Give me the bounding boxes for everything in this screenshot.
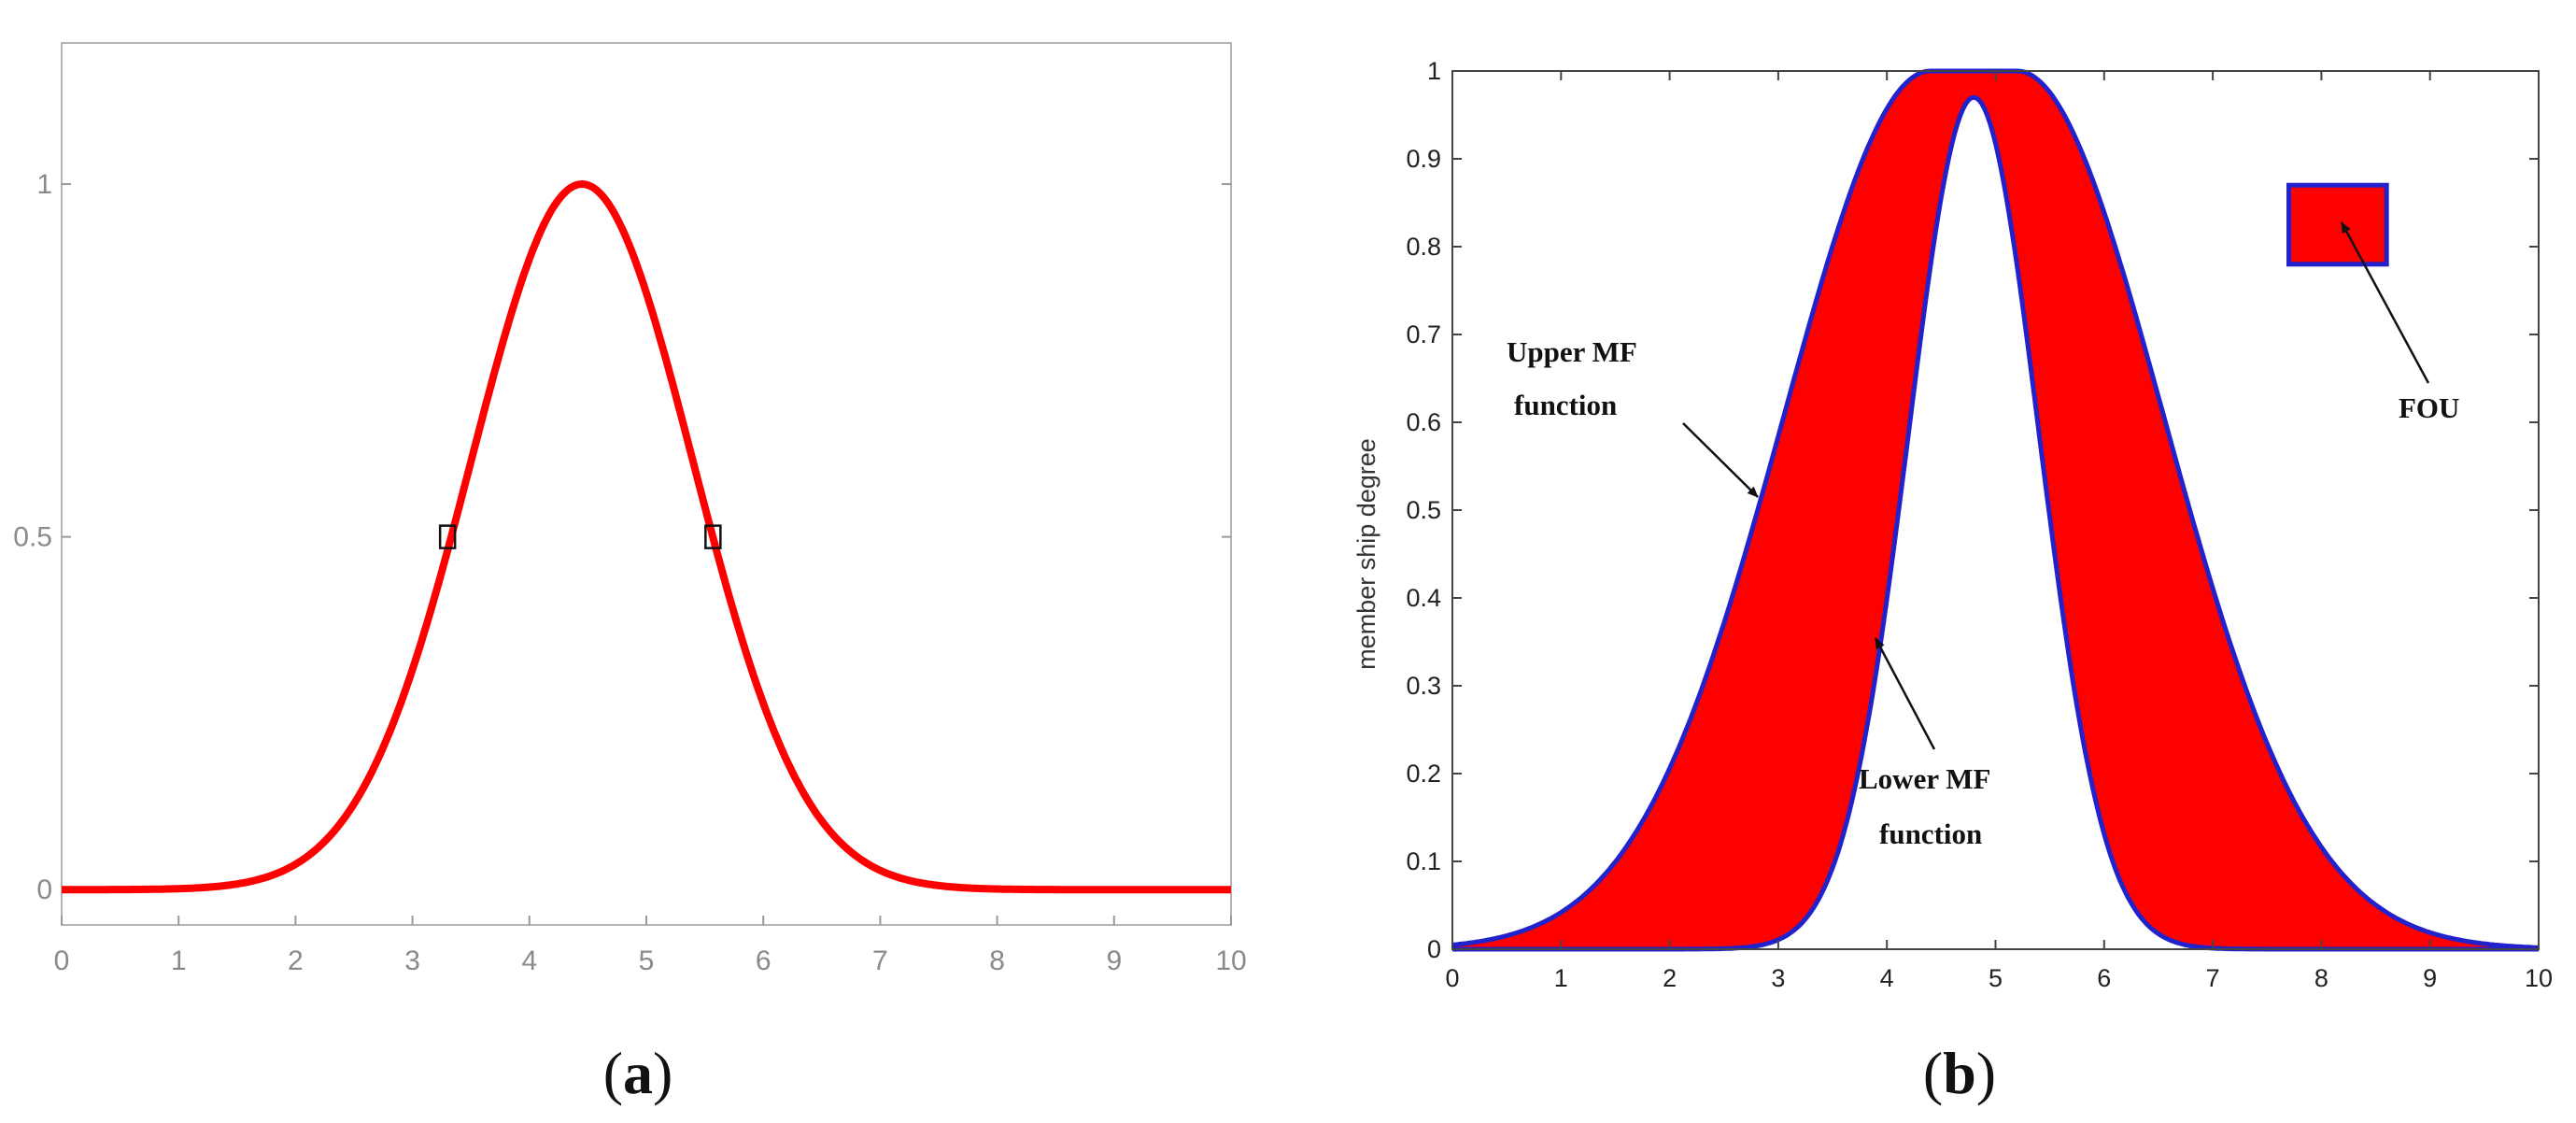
chart-a-x-axis: 0 1 2 3 4 5 6 7 8 9 10 bbox=[54, 916, 1247, 976]
chart-b-x-tick-label: 9 bbox=[2423, 964, 2437, 992]
chart-b-y-tick-label: 0.3 bbox=[1406, 672, 1441, 700]
chart-b-fou-region bbox=[1452, 71, 2539, 949]
chart-b-y-axis-label: member ship degree bbox=[1352, 438, 1380, 670]
chart-a-half-height-marker bbox=[704, 524, 722, 549]
chart-a-y-tick-label: 0.5 bbox=[13, 522, 52, 553]
chart-a-x-tick-label: 0 bbox=[54, 945, 70, 976]
upper-mf-label-line1: Upper MF bbox=[1507, 335, 1637, 368]
chart-a-x-tick-label: 9 bbox=[1106, 945, 1122, 976]
upper-mf-label-line2: function bbox=[1514, 389, 1617, 421]
chart-b-y-tick-label: 0.1 bbox=[1406, 847, 1441, 875]
chart-a-x-tick-label: 8 bbox=[989, 945, 1005, 976]
chart-b-x-tick-label: 10 bbox=[2525, 964, 2553, 992]
chart-b-y-tick-label: 0.7 bbox=[1406, 320, 1441, 348]
chart-a-x-tick-label: 2 bbox=[288, 945, 304, 976]
chart-b-x-tick-label: 0 bbox=[1445, 964, 1459, 992]
chart-b-y-tick-label: 0.9 bbox=[1406, 145, 1441, 173]
chart-b-x-tick-label: 6 bbox=[2097, 964, 2111, 992]
chart-b-x-tick-label: 5 bbox=[1989, 964, 2003, 992]
lower-mf-label-line1: Lower MF bbox=[1859, 762, 1990, 795]
upper-mf-arrow bbox=[1682, 422, 1759, 498]
fou-arrow bbox=[2340, 221, 2430, 384]
chart-panel-b: 0 1 2 3 4 5 6 7 8 9 10 0 0.1 0.2 0.3 0.4 0.5 0.6 0.7 0.8 0.… bbox=[1352, 57, 2553, 1106]
chart-b-x-tick-label: 1 bbox=[1554, 964, 1568, 992]
chart-b-x-tick-label: 4 bbox=[1880, 964, 1894, 992]
chart-a-gaussian-series-line bbox=[61, 180, 1232, 894]
chart-a-x-tick-label: 3 bbox=[404, 945, 420, 976]
chart-b-y-tick-label: 0.6 bbox=[1406, 408, 1441, 436]
chart-b-x-tick-label: 3 bbox=[1771, 964, 1785, 992]
caption-a-letter: a bbox=[623, 1040, 653, 1106]
chart-a-half-height-marker bbox=[438, 524, 457, 549]
chart-b-fou-legend-box bbox=[2286, 182, 2389, 267]
chart-b-y-tick-label: 0.5 bbox=[1406, 496, 1441, 524]
chart-b-y-tick-label: 0.4 bbox=[1406, 584, 1441, 612]
caption-b: (b) bbox=[1923, 1040, 1996, 1106]
lower-mf-label-line2: function bbox=[1879, 817, 1982, 850]
chart-a-x-tick-label: 6 bbox=[756, 945, 771, 976]
chart-a-plot-frame bbox=[61, 42, 1232, 926]
chart-a-y-axis: 00.51 bbox=[13, 169, 1231, 905]
chart-b-x-axis: 0 1 2 3 4 5 6 7 8 9 10 bbox=[1445, 71, 2553, 992]
chart-panel-a: 0 1 2 3 4 5 6 7 8 9 10 00.51 (a) bbox=[13, 42, 1247, 1106]
chart-b-y-tick-label: 1 bbox=[1427, 57, 1441, 85]
chart-b-x-tick-label: 7 bbox=[2206, 964, 2220, 992]
chart-a-y-tick-label: 1 bbox=[36, 169, 52, 200]
chart-a-x-tick-label: 7 bbox=[872, 945, 888, 976]
chart-b-x-tick-label: 8 bbox=[2314, 964, 2328, 992]
chart-a-x-tick-label: 10 bbox=[1215, 945, 1246, 976]
chart-b-y-axis: 0 0.1 0.2 0.3 0.4 0.5 0.6 0.7 0.8 0.9 1 bbox=[1406, 57, 2539, 963]
chart-a-half-height-markers bbox=[438, 524, 722, 549]
chart-b-x-tick-label: 2 bbox=[1663, 964, 1677, 992]
chart-a-y-tick-label: 0 bbox=[36, 874, 52, 905]
chart-b-y-tick-label: 0.2 bbox=[1406, 760, 1441, 788]
chart-b-y-tick-label: 0.8 bbox=[1406, 233, 1441, 261]
chart-a-x-tick-label: 1 bbox=[171, 945, 187, 976]
fou-label: FOU bbox=[2399, 391, 2459, 424]
caption-a: (a) bbox=[603, 1040, 673, 1106]
chart-a-x-tick-label: 4 bbox=[521, 945, 537, 976]
chart-a-x-tick-label: 5 bbox=[639, 945, 655, 976]
lower-mf-arrow bbox=[1874, 637, 1936, 750]
chart-b-y-tick-label: 0 bbox=[1427, 935, 1441, 963]
caption-b-letter: b bbox=[1943, 1040, 1976, 1106]
